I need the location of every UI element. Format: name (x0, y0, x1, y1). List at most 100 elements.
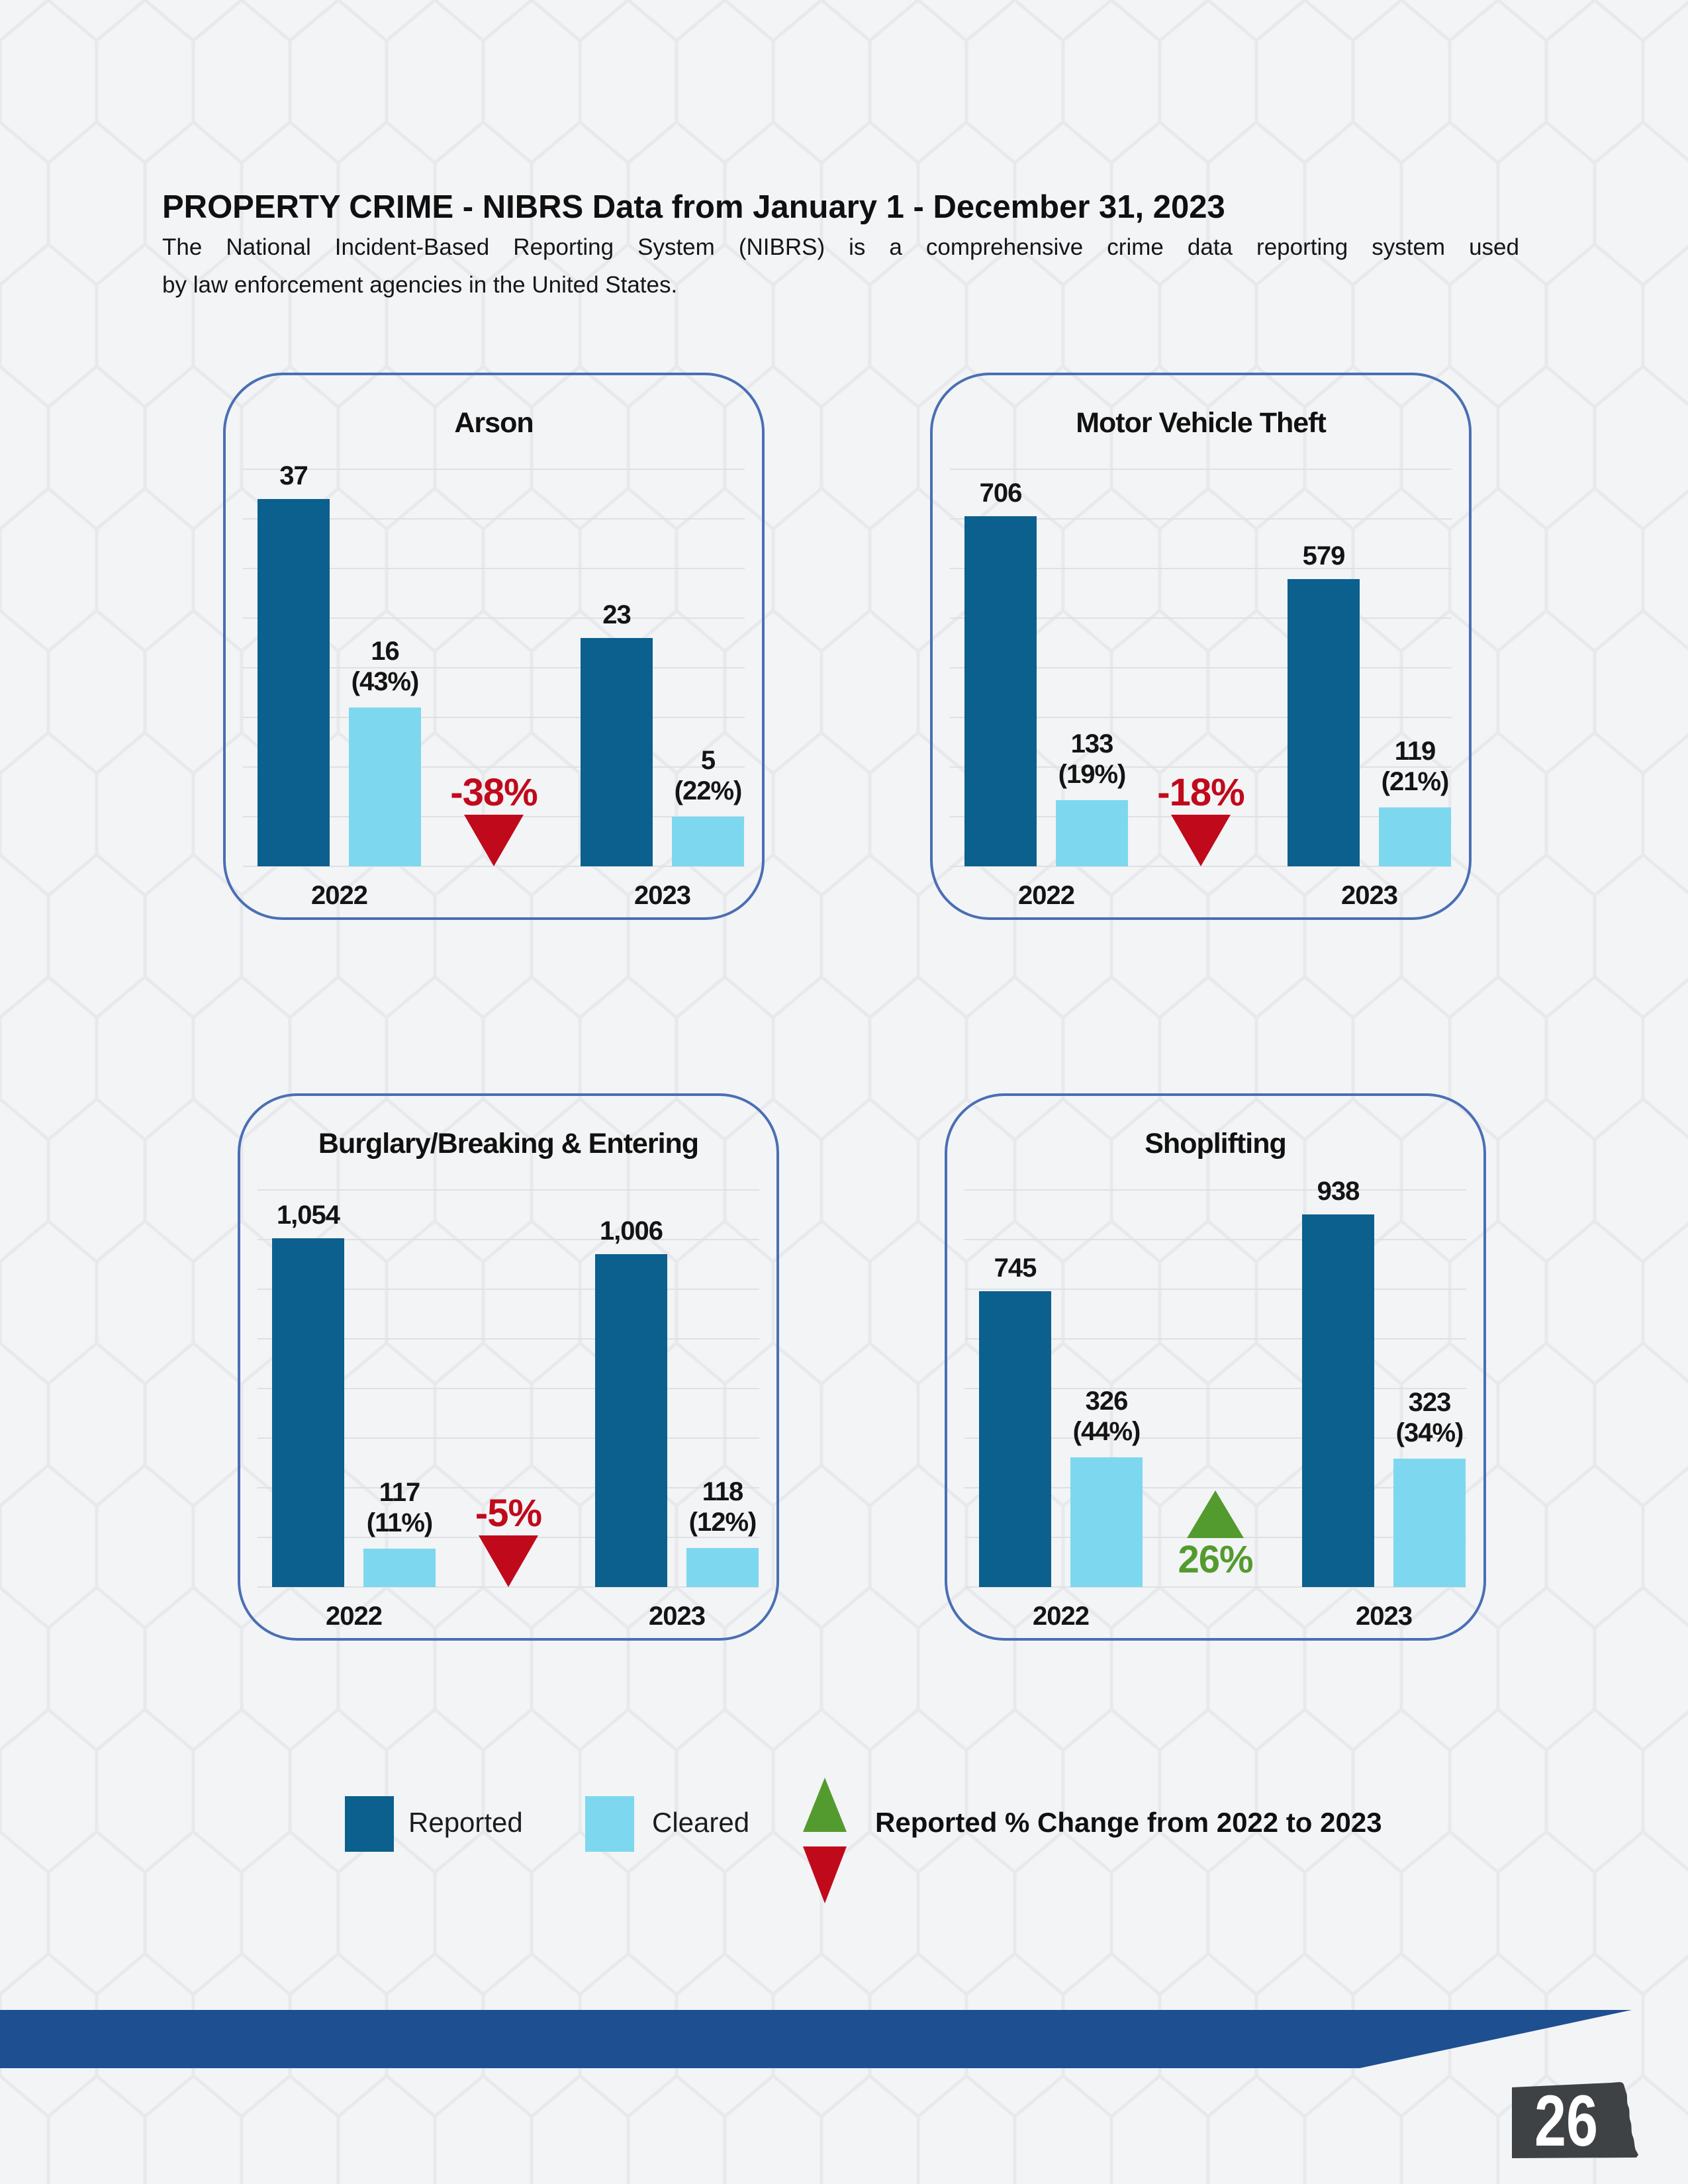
year-label: 2022 (1033, 1602, 1090, 1631)
state-outline-icon (1512, 2082, 1638, 2158)
bar-reported-2022 (258, 499, 330, 866)
change-percent-label: -5% (475, 1492, 542, 1535)
legend-reported-swatch (345, 1796, 394, 1852)
gridline (964, 1388, 1466, 1389)
cleared-value-label: 133 (19%) (1058, 729, 1127, 790)
change-percent-label: 26% (1178, 1538, 1253, 1581)
gridline (258, 1487, 759, 1488)
footer-band (0, 2010, 1632, 2068)
year-label: 2023 (634, 881, 691, 910)
chart-card-motor-vehicle-theft: Motor Vehicle Theft 706 133 (19%) 2022 579 119… (930, 373, 1472, 920)
gridline (258, 1289, 759, 1290)
down-arrow-icon (464, 815, 524, 866)
change-indicator: 26% (1096, 1490, 1335, 1579)
cleared-value-label: 117 (11%) (366, 1477, 434, 1537)
year-label: 2023 (1356, 1602, 1413, 1631)
reported-value-label: 37 (279, 461, 308, 490)
bar-reported-2022 (979, 1291, 1051, 1587)
reported-value-label: 1,054 (276, 1201, 340, 1230)
gridline (258, 1388, 759, 1389)
gridline (964, 1487, 1466, 1488)
reported-value-label: 706 (979, 478, 1023, 508)
bar-reported-2022 (964, 516, 1037, 866)
cleared-value-label: 16 (43%) (351, 637, 420, 696)
bar-reported-2023 (595, 1254, 667, 1587)
year-label: 2023 (649, 1602, 706, 1631)
gridline (243, 518, 745, 520)
gridline (950, 568, 1452, 569)
bar-cleared-2023 (672, 817, 744, 866)
page-number: 26 (1534, 2079, 1598, 2161)
gridline (950, 667, 1452, 668)
gridline (950, 766, 1452, 768)
cleared-value-label: 323 (34%) (1395, 1388, 1464, 1448)
legend-cleared-label: Cleared (652, 1807, 750, 1838)
gridline (258, 1239, 759, 1240)
page-number-badge: 26 (1507, 2079, 1655, 2161)
gridline (950, 617, 1452, 619)
gridline (950, 518, 1452, 520)
bar-cleared-2023 (1393, 1459, 1466, 1587)
bar-cleared-2023 (686, 1548, 759, 1587)
reported-value-label: 579 (1302, 541, 1346, 570)
chart-card-shoplifting: Shoplifting 745 326 (44%) 2022 938 323 (34%) 202… (945, 1093, 1486, 1641)
change-indicator: -18% (1082, 774, 1320, 866)
gridline (950, 469, 1452, 470)
gridline (258, 1586, 759, 1588)
gridline (964, 1338, 1466, 1340)
year-label: 2022 (311, 881, 368, 910)
gridline (964, 1586, 1466, 1588)
bar-cleared-2022 (1056, 800, 1128, 866)
gridline (243, 469, 745, 470)
up-arrow-icon (1187, 1490, 1244, 1538)
reported-value-label: 938 (1317, 1177, 1360, 1206)
gridline (258, 1189, 759, 1191)
gridline (243, 617, 745, 619)
gridline (243, 717, 745, 718)
bar-reported-2023 (1302, 1214, 1374, 1587)
bar-cleared-2022 (349, 707, 421, 866)
chart-title: Arson (454, 407, 534, 439)
legend-change-label: Reported % Change from 2022 to 2023 (875, 1807, 1382, 1838)
reported-value-label: 23 (602, 600, 632, 629)
chart-title: Shoplifting (1145, 1128, 1287, 1160)
change-percent-label: -38% (450, 771, 538, 814)
change-indicator: -38% (375, 774, 613, 866)
cleared-value-label: 326 (44%) (1072, 1387, 1141, 1447)
gridline (258, 1338, 759, 1340)
down-arrow-icon (1171, 815, 1231, 866)
change-percent-label: -18% (1157, 771, 1244, 814)
gridline (243, 568, 745, 569)
cleared-value-label: 119 (21%) (1381, 736, 1450, 796)
reported-value-label: 745 (994, 1253, 1037, 1283)
gridline (950, 717, 1452, 718)
change-indicator: -5% (389, 1494, 628, 1587)
cleared-value-label: 118 (12%) (688, 1477, 757, 1537)
page-subtitle-line1: The National Incident-Based Reporting Sy… (162, 234, 1519, 260)
bar-cleared-2022 (1070, 1457, 1143, 1587)
gridline (243, 866, 745, 867)
gridline (258, 1437, 759, 1439)
year-label: 2022 (1018, 881, 1075, 910)
gridline (964, 1189, 1466, 1191)
up-down-arrows-icon (803, 1778, 847, 1903)
bar-reported-2023 (1288, 578, 1360, 866)
bar-cleared-2022 (363, 1548, 436, 1587)
year-label: 2023 (1341, 881, 1398, 910)
page-subtitle-line2: by law enforcement agencies in the Unite… (162, 272, 678, 298)
down-arrow-icon (479, 1535, 538, 1587)
year-label: 2022 (326, 1602, 383, 1631)
bar-cleared-2023 (1379, 807, 1451, 866)
chart-card-arson: Arson 37 16 (43%) 2022 23 5 (22%) 2023 -38% (223, 373, 765, 920)
gridline (964, 1239, 1466, 1240)
chart-card-burglary-breaking-entering: Burglary/Breaking & Entering 1,054 117 (11%… (238, 1093, 779, 1641)
reported-value-label: 1,006 (599, 1216, 663, 1246)
cleared-value-label: 5 (22%) (674, 746, 743, 805)
gridline (950, 866, 1452, 867)
chart-title: Motor Vehicle Theft (1076, 407, 1327, 439)
legend-reported-label: Reported (408, 1807, 523, 1838)
gridline (243, 766, 745, 768)
legend-cleared-swatch (585, 1796, 634, 1852)
